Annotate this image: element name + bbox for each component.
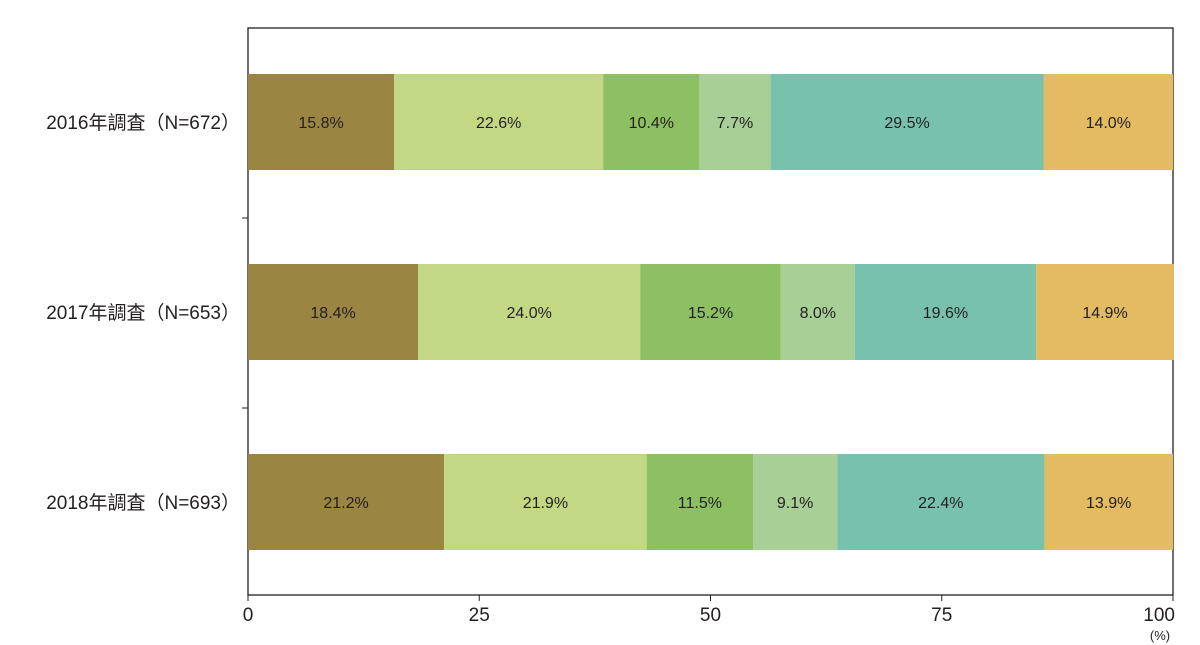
data-label: 15.8% [298,115,343,132]
category-label: 2017年調査（N=653） [46,302,240,324]
data-label: 10.4% [629,115,674,132]
bar-segment [394,74,604,170]
bar-segment [753,454,838,550]
bar-segment [248,264,419,360]
data-label: 19.6% [923,305,968,322]
bar-segment [780,264,855,360]
category-label: 2016年調査（N=672） [46,112,240,134]
data-label: 21.2% [323,495,368,512]
data-label: 15.2% [688,305,733,322]
x-axis-ticks: 0 25 50 75 100 [242,217,1175,626]
data-label: 7.7% [717,115,753,132]
bar-segment [1036,264,1174,360]
data-label: 8.0% [800,305,836,322]
bars-group: 15.8% 22.6% 10.4% 7.7% 29.5% 14.0% 18.4% 24.0% 1… [248,74,1174,550]
bar-segment [603,74,700,170]
data-label: 29.5% [884,115,929,132]
x-tick-label: 50 [700,605,721,626]
bar-segment [444,454,647,550]
bar-segment [1044,454,1173,550]
category-label: 2018年調査（N=693） [46,492,240,514]
bar-segment [418,264,641,360]
x-tick-label: 100 [1143,605,1175,626]
data-label: 18.4% [310,305,355,322]
x-axis-unit: (%) [1150,628,1170,643]
data-label: 11.5% [678,495,722,512]
bar-segment [699,74,771,170]
data-label: 14.0% [1086,115,1131,132]
x-tick-label: 0 [243,605,254,626]
x-tick-label: 25 [469,605,490,626]
bar-segment [248,74,395,170]
x-tick-label: 75 [931,605,952,626]
bar-segment [640,264,781,360]
data-label: 22.4% [918,495,963,512]
bar-segment [837,454,1045,550]
data-label: 22.6% [476,115,521,132]
bar-segment [646,454,754,550]
data-label: 9.1% [777,495,813,512]
bar-segment [248,454,445,550]
data-label: 14.9% [1082,305,1127,322]
bar-segment [770,74,1044,170]
data-label: 21.9% [523,495,568,512]
data-label: 24.0% [507,305,552,322]
data-label: 13.9% [1086,495,1131,512]
bar-segment [854,264,1037,360]
category-labels: 2016年調査（N=672） 2017年調査（N=653） 2018年調査（N=69… [46,112,240,514]
bar-segment [1043,74,1173,170]
